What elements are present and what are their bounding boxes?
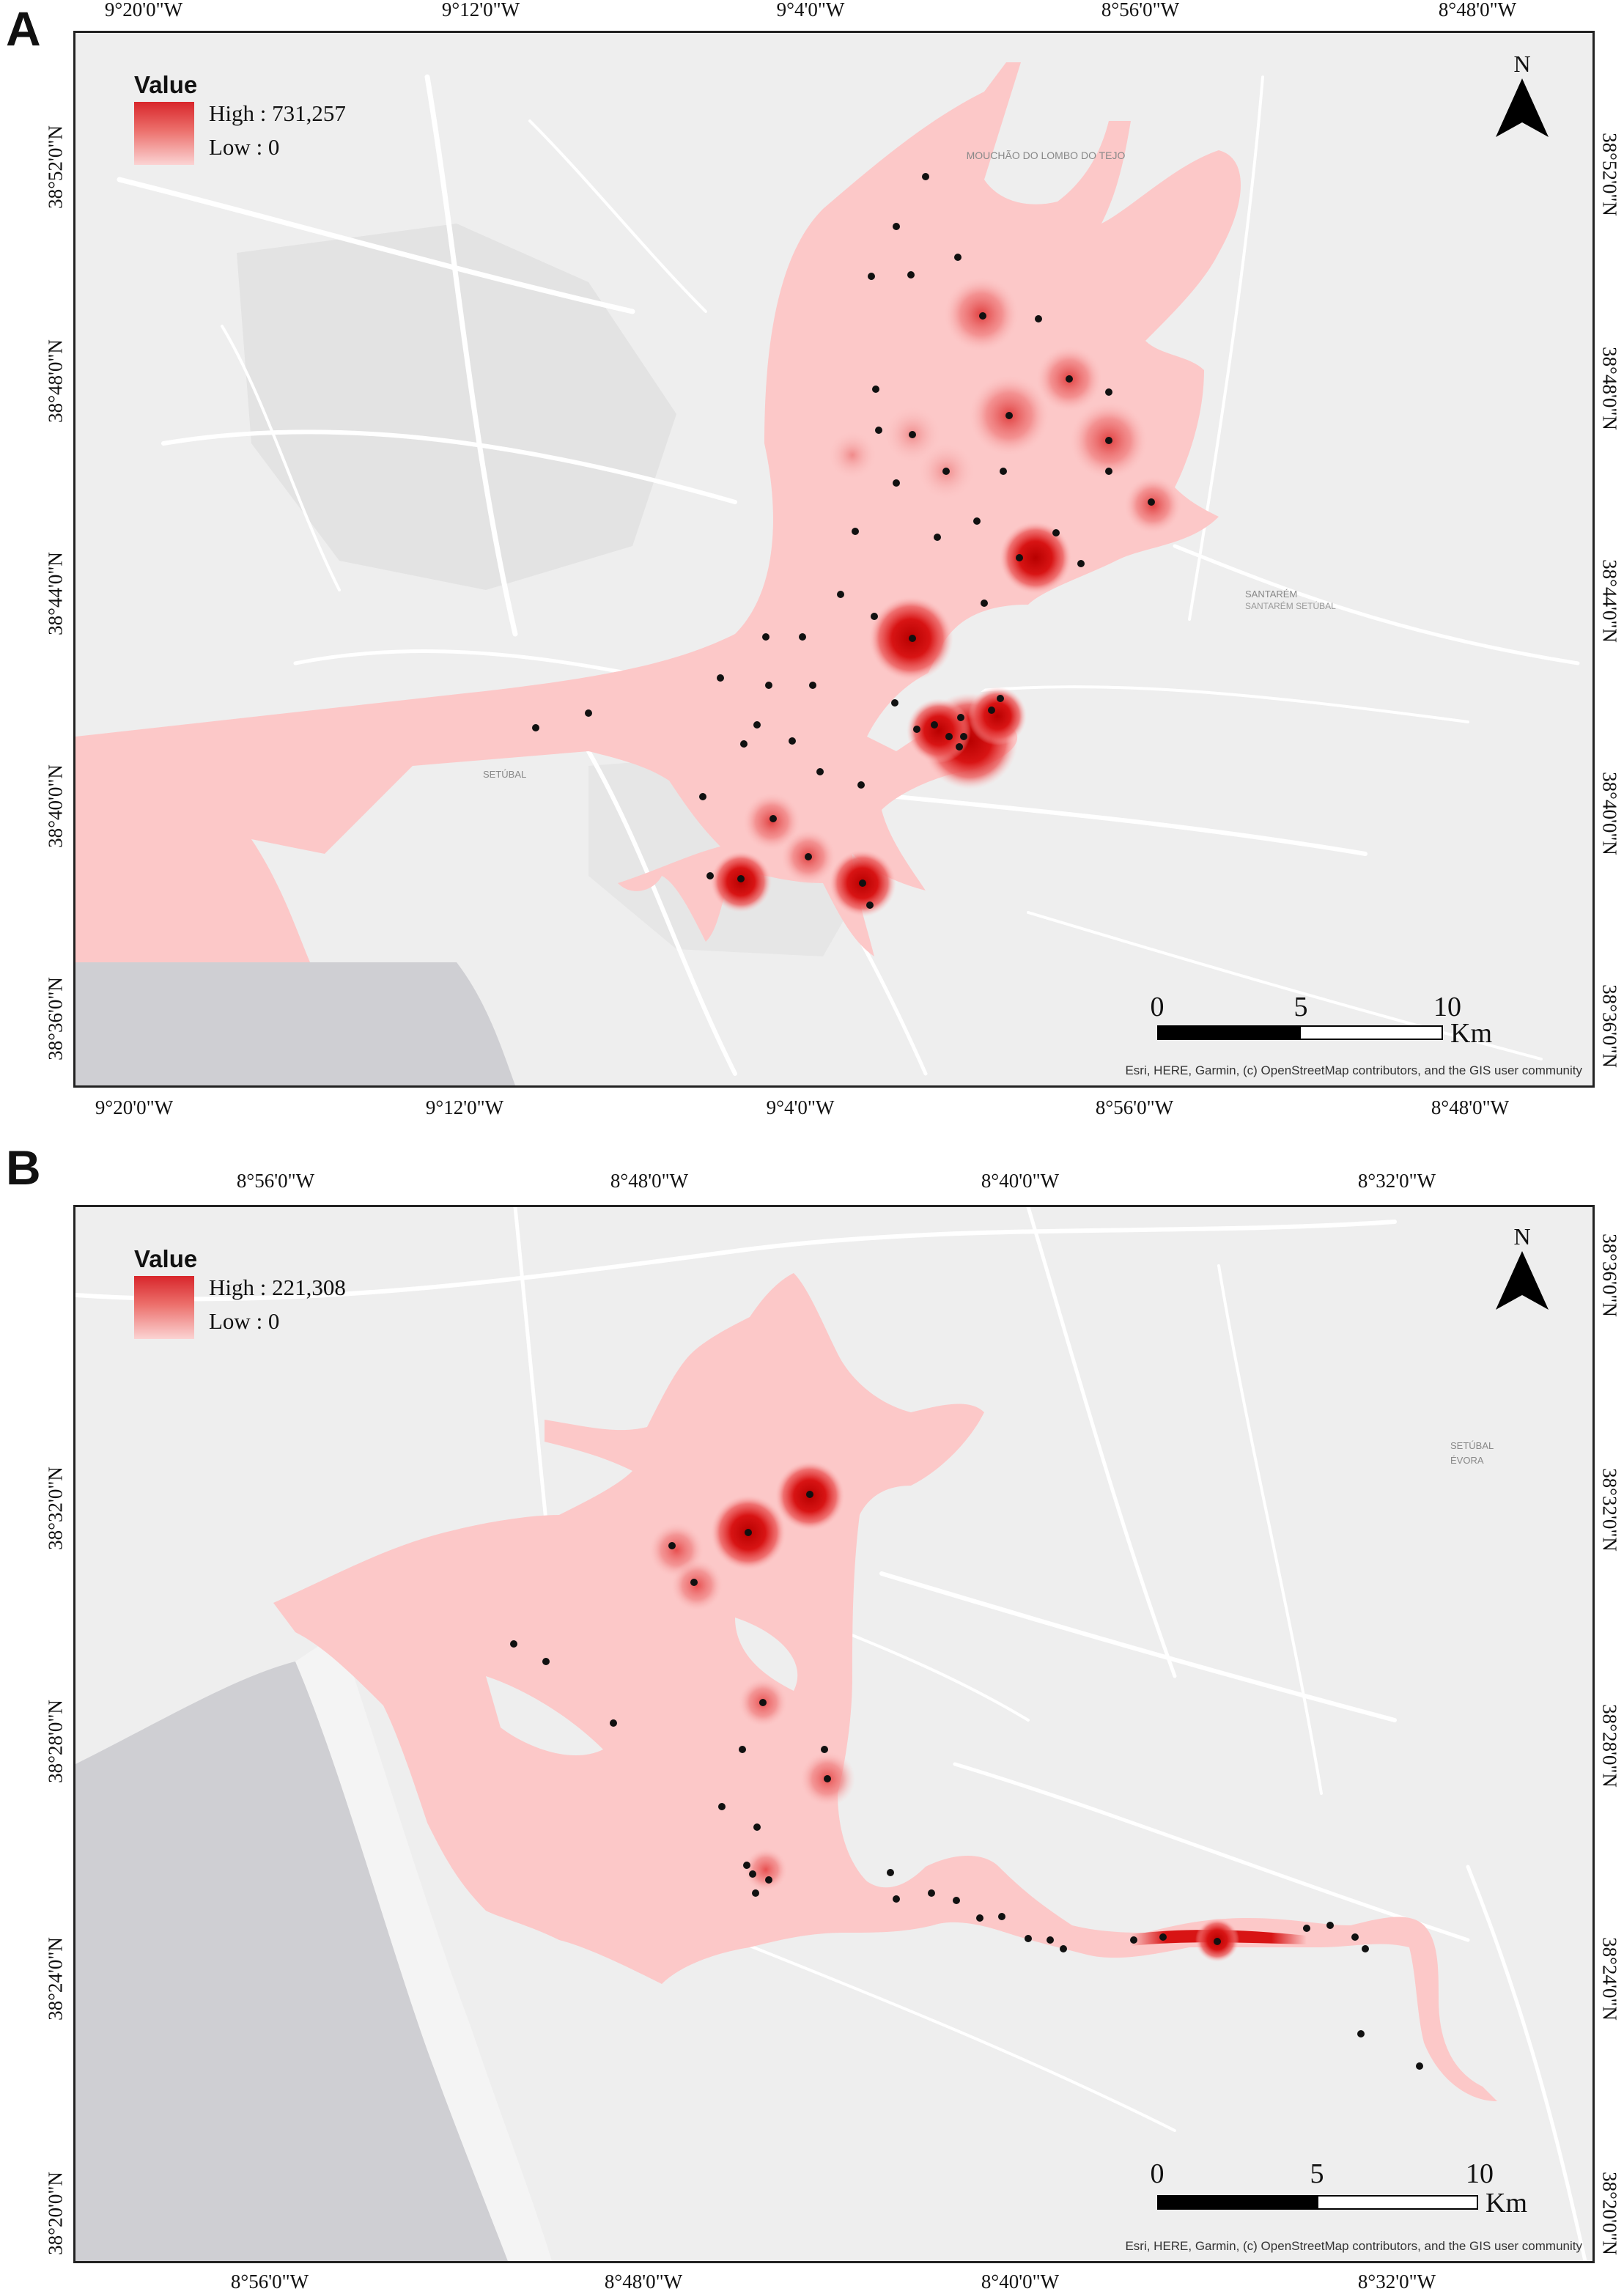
panel-a-top-tick: 9°4'0"W	[776, 0, 845, 21]
panel-a-scale-label: 0	[1150, 992, 1165, 1022]
panel-b-top-tick: 8°32'0"W	[1357, 1170, 1436, 1192]
panel-b-place-label: SETÚBAL	[1450, 1440, 1494, 1451]
panel-a-place-label: SETÚBAL	[483, 769, 526, 780]
panel-a-bottom-tick: 9°12'0"W	[425, 1096, 504, 1118]
panel-a-legend-high: High : 731,257	[209, 100, 346, 126]
panel-a-north-label: N	[1513, 51, 1531, 77]
panel-a-legend-low: Low : 0	[209, 134, 280, 160]
panel-b-right-tick: 38°20'0"N	[1598, 2172, 1621, 2255]
panel-a-top-tick: 8°56'0"W	[1101, 0, 1180, 21]
panel-b-island	[486, 1676, 603, 1756]
panel-a-legend-swatch	[134, 102, 194, 165]
panel-a-right-tick: 38°48'0"N	[1598, 347, 1621, 430]
panel-b-legend-low: Low : 0	[209, 1308, 280, 1334]
panel-a-left-tick: 38°36'0"N	[44, 977, 67, 1061]
panel-b-scale-white	[1317, 2195, 1478, 2210]
panel-b-scale-label: 5	[1310, 2158, 1324, 2189]
panel-b-attribution: Esri, HERE, Garmin, (c) OpenStreetMap co…	[1125, 2239, 1582, 2253]
panel-b-scale-unit: Km	[1485, 2188, 1527, 2219]
panel-a-scale-black	[1157, 1025, 1301, 1040]
panel-a-bottom-tick: 8°56'0"W	[1095, 1096, 1174, 1118]
panel-b-scale-label: 10	[1466, 2158, 1494, 2189]
panel-b-letter: B	[6, 1140, 41, 1195]
panel-a-left-tick: 38°40'0"N	[44, 764, 67, 848]
panel-b-place-label: ÉVORA	[1450, 1455, 1484, 1466]
panel-a-bottom-tick: 9°4'0"W	[766, 1096, 835, 1118]
panel-b-scale-black	[1157, 2195, 1318, 2210]
panel-b-bottom-tick: 8°40'0"W	[981, 2271, 1060, 2293]
panel-b-top-tick: 8°56'0"W	[236, 1170, 315, 1192]
panel-a-scale-unit: Km	[1450, 1018, 1492, 1049]
panel-b-right-tick: 38°28'0"N	[1598, 1704, 1621, 1788]
panel-b-left-tick: 38°24'0"N	[44, 1937, 67, 2021]
panel-b-roads	[75, 1207, 1587, 2261]
panel-a-place-label: SANTARÉM	[1245, 589, 1297, 600]
panel-a-legend: Value High : 731,257 Low : 0	[134, 73, 398, 219]
north-arrow-icon	[1496, 78, 1549, 137]
panel-a-ocean	[75, 962, 515, 1085]
panel-b-legend: Value High : 221,308 Low : 0	[134, 1247, 398, 1393]
panel-b-top-tick: 8°40'0"W	[981, 1170, 1060, 1192]
panel-a-scale-label: 5	[1293, 992, 1308, 1022]
panel-b-right-tick: 38°32'0"N	[1598, 1468, 1621, 1552]
panel-a-map: MOUCHÃO DO LOMBO DO TEJO SETÚBAL SANTARÉ…	[73, 31, 1595, 1088]
panel-b-coast	[295, 1632, 552, 2261]
panel-b-right-tick: 38°24'0"N	[1598, 1937, 1621, 2021]
panel-b-top-tick: 8°48'0"W	[610, 1170, 689, 1192]
panel-a-right-tick: 38°36'0"N	[1598, 984, 1621, 1068]
panel-b-legend-title: Value	[134, 1245, 198, 1272]
panel-a-scale-bar: 0 5 10 Km	[1150, 992, 1505, 1052]
panel-b-north-arrow: N	[1493, 1225, 1551, 1313]
panel-a-left-tick: 38°48'0"N	[44, 339, 67, 423]
panel-a-top-tick: 9°20'0"W	[104, 0, 183, 21]
panel-b-north-label: N	[1513, 1223, 1531, 1250]
panel-b-bottom-tick: 8°48'0"W	[604, 2271, 683, 2293]
panel-a-top-tick: 8°48'0"W	[1438, 0, 1517, 21]
panel-b-scale-bar: 0 5 10 Km	[1150, 2158, 1549, 2226]
panel-b-bottom-tick: 8°56'0"W	[230, 2271, 309, 2293]
panel-a-right-tick: 38°40'0"N	[1598, 772, 1621, 855]
panel-b-left-tick: 38°20'0"N	[44, 2172, 67, 2255]
panel-a-scale-white	[1299, 1025, 1443, 1040]
panel-b-right-tick: 38°36'0"N	[1598, 1233, 1621, 1317]
panel-a-bottom-tick: 8°48'0"W	[1431, 1096, 1510, 1118]
panel-a-legend-title: Value	[134, 71, 198, 98]
panel-a-sample-points	[532, 173, 1155, 909]
north-arrow-icon	[1496, 1251, 1549, 1310]
panel-a-urban-area	[237, 224, 676, 590]
panel-a-scale-label: 10	[1433, 992, 1461, 1022]
panel-b-legend-swatch	[134, 1276, 194, 1339]
panel-a-left-tick: 38°52'0"N	[44, 125, 67, 209]
panel-b-estuary	[273, 1273, 1497, 2101]
panel-b-sample-points	[510, 1491, 1423, 2070]
panel-a-top-tick: 9°12'0"W	[441, 0, 520, 21]
panel-a-letter: A	[6, 1, 41, 56]
panel-b-scale-label: 0	[1150, 2158, 1165, 2189]
panel-a-place-label: MOUCHÃO DO LOMBO DO TEJO	[967, 150, 1126, 161]
panel-b-map-canvas: SETÚBAL ÉVORA	[75, 1207, 1592, 2261]
panel-b-bottom-tick: 8°32'0"W	[1357, 2271, 1436, 2293]
panel-b-legend-high: High : 221,308	[209, 1275, 346, 1300]
panel-a-attribution: Esri, HERE, Garmin, (c) OpenStreetMap co…	[1125, 1063, 1582, 1077]
panel-a-right-tick: 38°52'0"N	[1598, 133, 1621, 216]
panel-b-ocean	[75, 1662, 508, 2261]
panel-a-place-label: SANTARÉM SETÚBAL	[1245, 600, 1336, 611]
panel-a-bottom-tick: 9°20'0"W	[95, 1096, 174, 1118]
panel-a-right-tick: 38°44'0"N	[1598, 559, 1621, 643]
panel-a-left-tick: 38°44'0"N	[44, 552, 67, 635]
panel-b-left-tick: 38°32'0"N	[44, 1467, 67, 1550]
panel-b-island	[735, 1618, 798, 1691]
panel-a-north-arrow: N	[1493, 52, 1551, 140]
panel-b-map: SETÚBAL ÉVORA Value High : 221,308 Low :…	[73, 1205, 1595, 2263]
panel-b-left-tick: 38°28'0"N	[44, 1700, 67, 1783]
panel-a-map-canvas: MOUCHÃO DO LOMBO DO TEJO SETÚBAL SANTARÉ…	[75, 33, 1592, 1085]
